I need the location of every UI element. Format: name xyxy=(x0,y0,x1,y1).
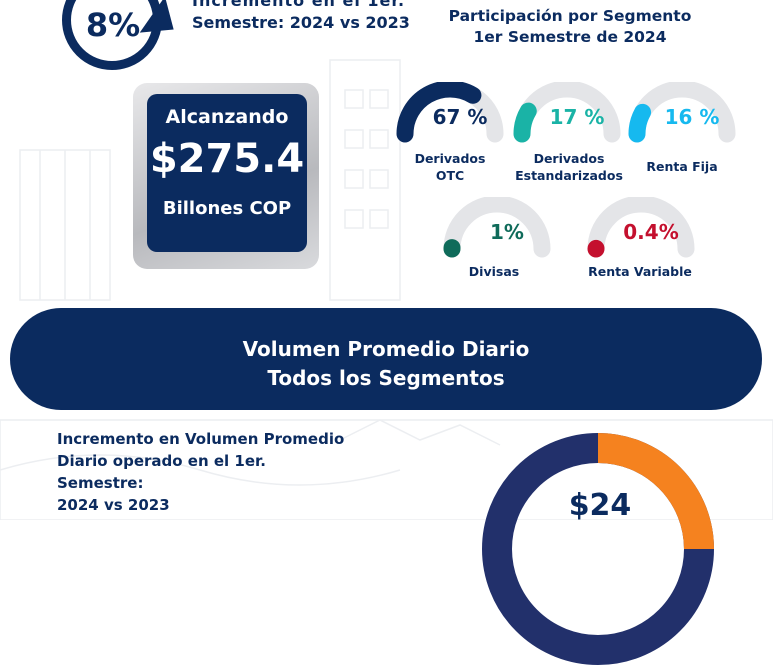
increment-caption: Incremento en el 1er. Semestre: 2024 vs … xyxy=(192,0,412,34)
increment-badge-value: 8% xyxy=(72,6,154,44)
gauge-percent: 1% xyxy=(462,220,552,244)
segment-gauge: 1% xyxy=(442,197,552,267)
daily-volume-banner: Volumen Promedio Diario Todos los Segmen… xyxy=(10,308,762,410)
daily-volume-caption-line1: Incremento en Volumen Promedio xyxy=(57,428,347,450)
gauge-label-line1: Renta Fija xyxy=(627,158,737,175)
segment-gauge: 0.4% xyxy=(586,197,696,267)
segment-title: Participación por Segmento 1er Semestre … xyxy=(420,6,720,48)
gauge-fill xyxy=(522,111,528,134)
gauge-label-line1: Renta Variable xyxy=(576,263,704,280)
value-card-amount: $275.4 xyxy=(147,136,307,182)
daily-volume-donut xyxy=(482,433,714,665)
segment-title-line2: 1er Semestre de 2024 xyxy=(420,27,720,48)
gauge-percent: 67 % xyxy=(415,105,505,129)
daily-volume-caption-line2: Diario operado en el 1er. Semestre: xyxy=(57,450,347,494)
banner-line2: Todos los Segmentos xyxy=(10,366,762,390)
gauge-label: Divisas xyxy=(435,263,553,280)
value-card-prefix: Alcanzando xyxy=(147,106,307,128)
gauge-label: Renta Fija xyxy=(627,158,737,175)
gauge-label: Renta Variable xyxy=(576,263,704,280)
gauge-label-line2: Estandarizados xyxy=(505,167,633,184)
segment-title-line1: Participación por Segmento xyxy=(420,6,720,27)
gauge-percent: 17 % xyxy=(532,105,622,129)
gauge-label-line1: Derivados xyxy=(505,150,633,167)
value-card: Alcanzando $275.4 Billones COP xyxy=(147,94,307,252)
gauge-label-line1: Derivados xyxy=(395,150,505,167)
increment-caption-line1: Incremento en el 1er. xyxy=(192,0,412,12)
segment-gauge: 16 % xyxy=(627,82,737,152)
gauge-percent: 16 % xyxy=(647,105,737,129)
banner-line1: Volumen Promedio Diario xyxy=(10,337,762,361)
daily-volume-value: $24 xyxy=(560,488,640,523)
daily-volume-caption: Incremento en Volumen Promedio Diario op… xyxy=(57,428,347,516)
segment-gauge: 17 % xyxy=(512,82,622,152)
segment-gauge: 67 % xyxy=(395,82,505,152)
gauge-label-line2: OTC xyxy=(395,167,505,184)
increment-caption-line2: Semestre: 2024 vs 2023 xyxy=(192,12,412,34)
gauge-label-line1: Divisas xyxy=(435,263,553,280)
daily-volume-caption-line3: 2024 vs 2023 xyxy=(57,494,347,516)
gauge-fill xyxy=(637,112,643,134)
value-card-unit: Billones COP xyxy=(147,198,307,219)
gauge-percent: 0.4% xyxy=(606,220,696,244)
